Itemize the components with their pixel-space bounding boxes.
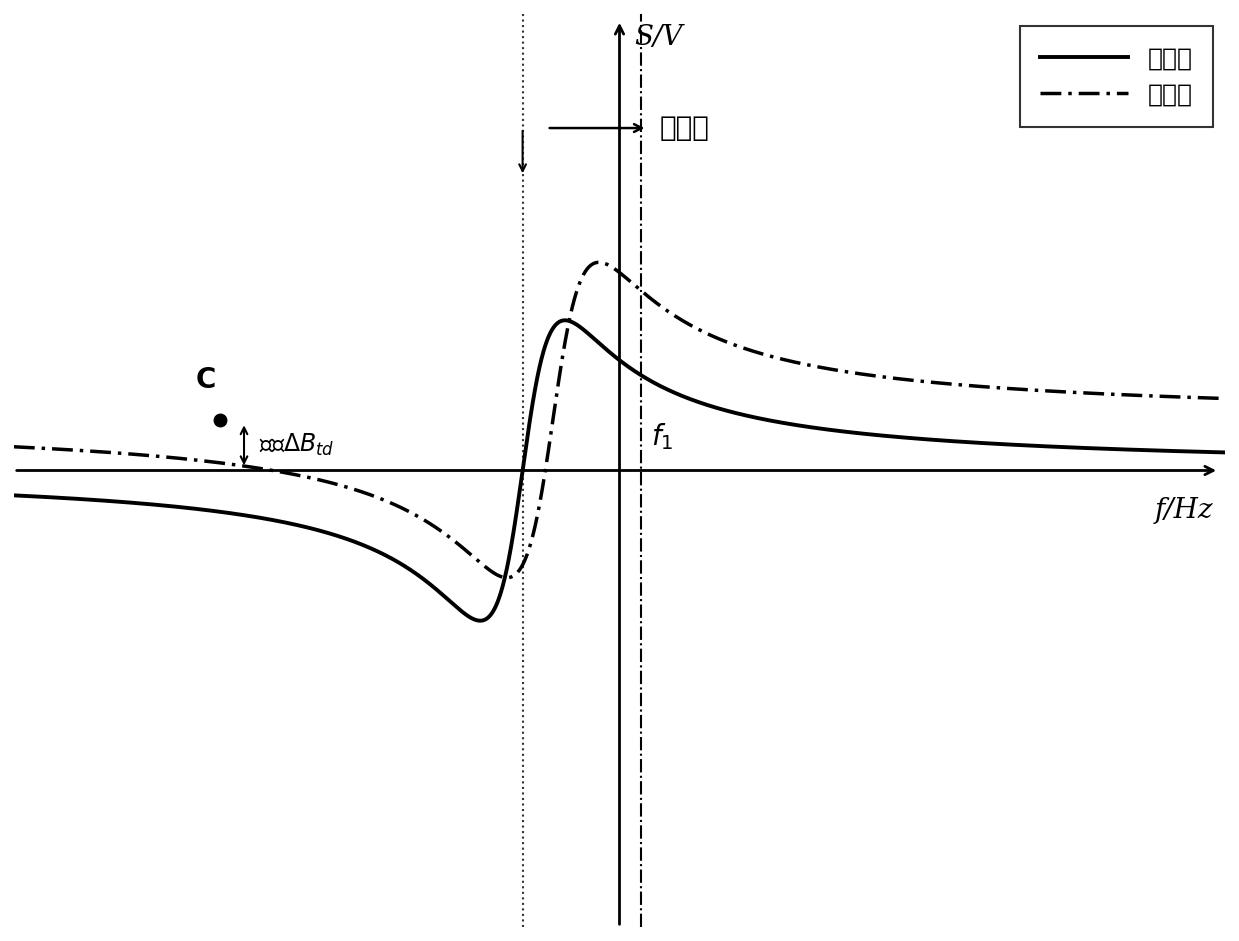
Text: 漂移$\Delta B_{td}$: 漂移$\Delta B_{td}$	[259, 432, 335, 458]
有漂移	[1154, 391, 1168, 402]
无漂移	[1154, 445, 1168, 456]
无漂移	[57, 492, 72, 503]
有漂移	[244, 461, 259, 472]
无漂移	[558, 314, 572, 326]
无漂移	[244, 511, 259, 522]
无漂移	[473, 615, 488, 627]
无漂移	[12, 490, 27, 502]
Text: C: C	[196, 366, 216, 393]
Legend: 无漂移, 有漂移: 无漂移, 有漂移	[1020, 26, 1213, 127]
Text: f/Hz: f/Hz	[1155, 497, 1213, 524]
Line: 无漂移: 无漂移	[14, 320, 1225, 621]
无漂移	[598, 343, 613, 355]
有漂移	[6, 441, 21, 453]
Text: S/V: S/V	[634, 24, 683, 51]
无漂移	[1218, 447, 1233, 458]
Line: 有漂移: 有漂移	[14, 263, 1225, 578]
有漂移	[598, 259, 613, 270]
Text: 共振区: 共振区	[659, 114, 710, 142]
有漂移	[79, 445, 94, 456]
有漂移	[499, 572, 514, 583]
有漂移	[591, 257, 606, 268]
有漂移	[12, 441, 27, 453]
有漂移	[1218, 393, 1233, 405]
无漂移	[6, 489, 21, 501]
无漂移	[79, 494, 94, 505]
有漂移	[57, 444, 72, 455]
Text: $f_1$: $f_1$	[650, 422, 673, 453]
